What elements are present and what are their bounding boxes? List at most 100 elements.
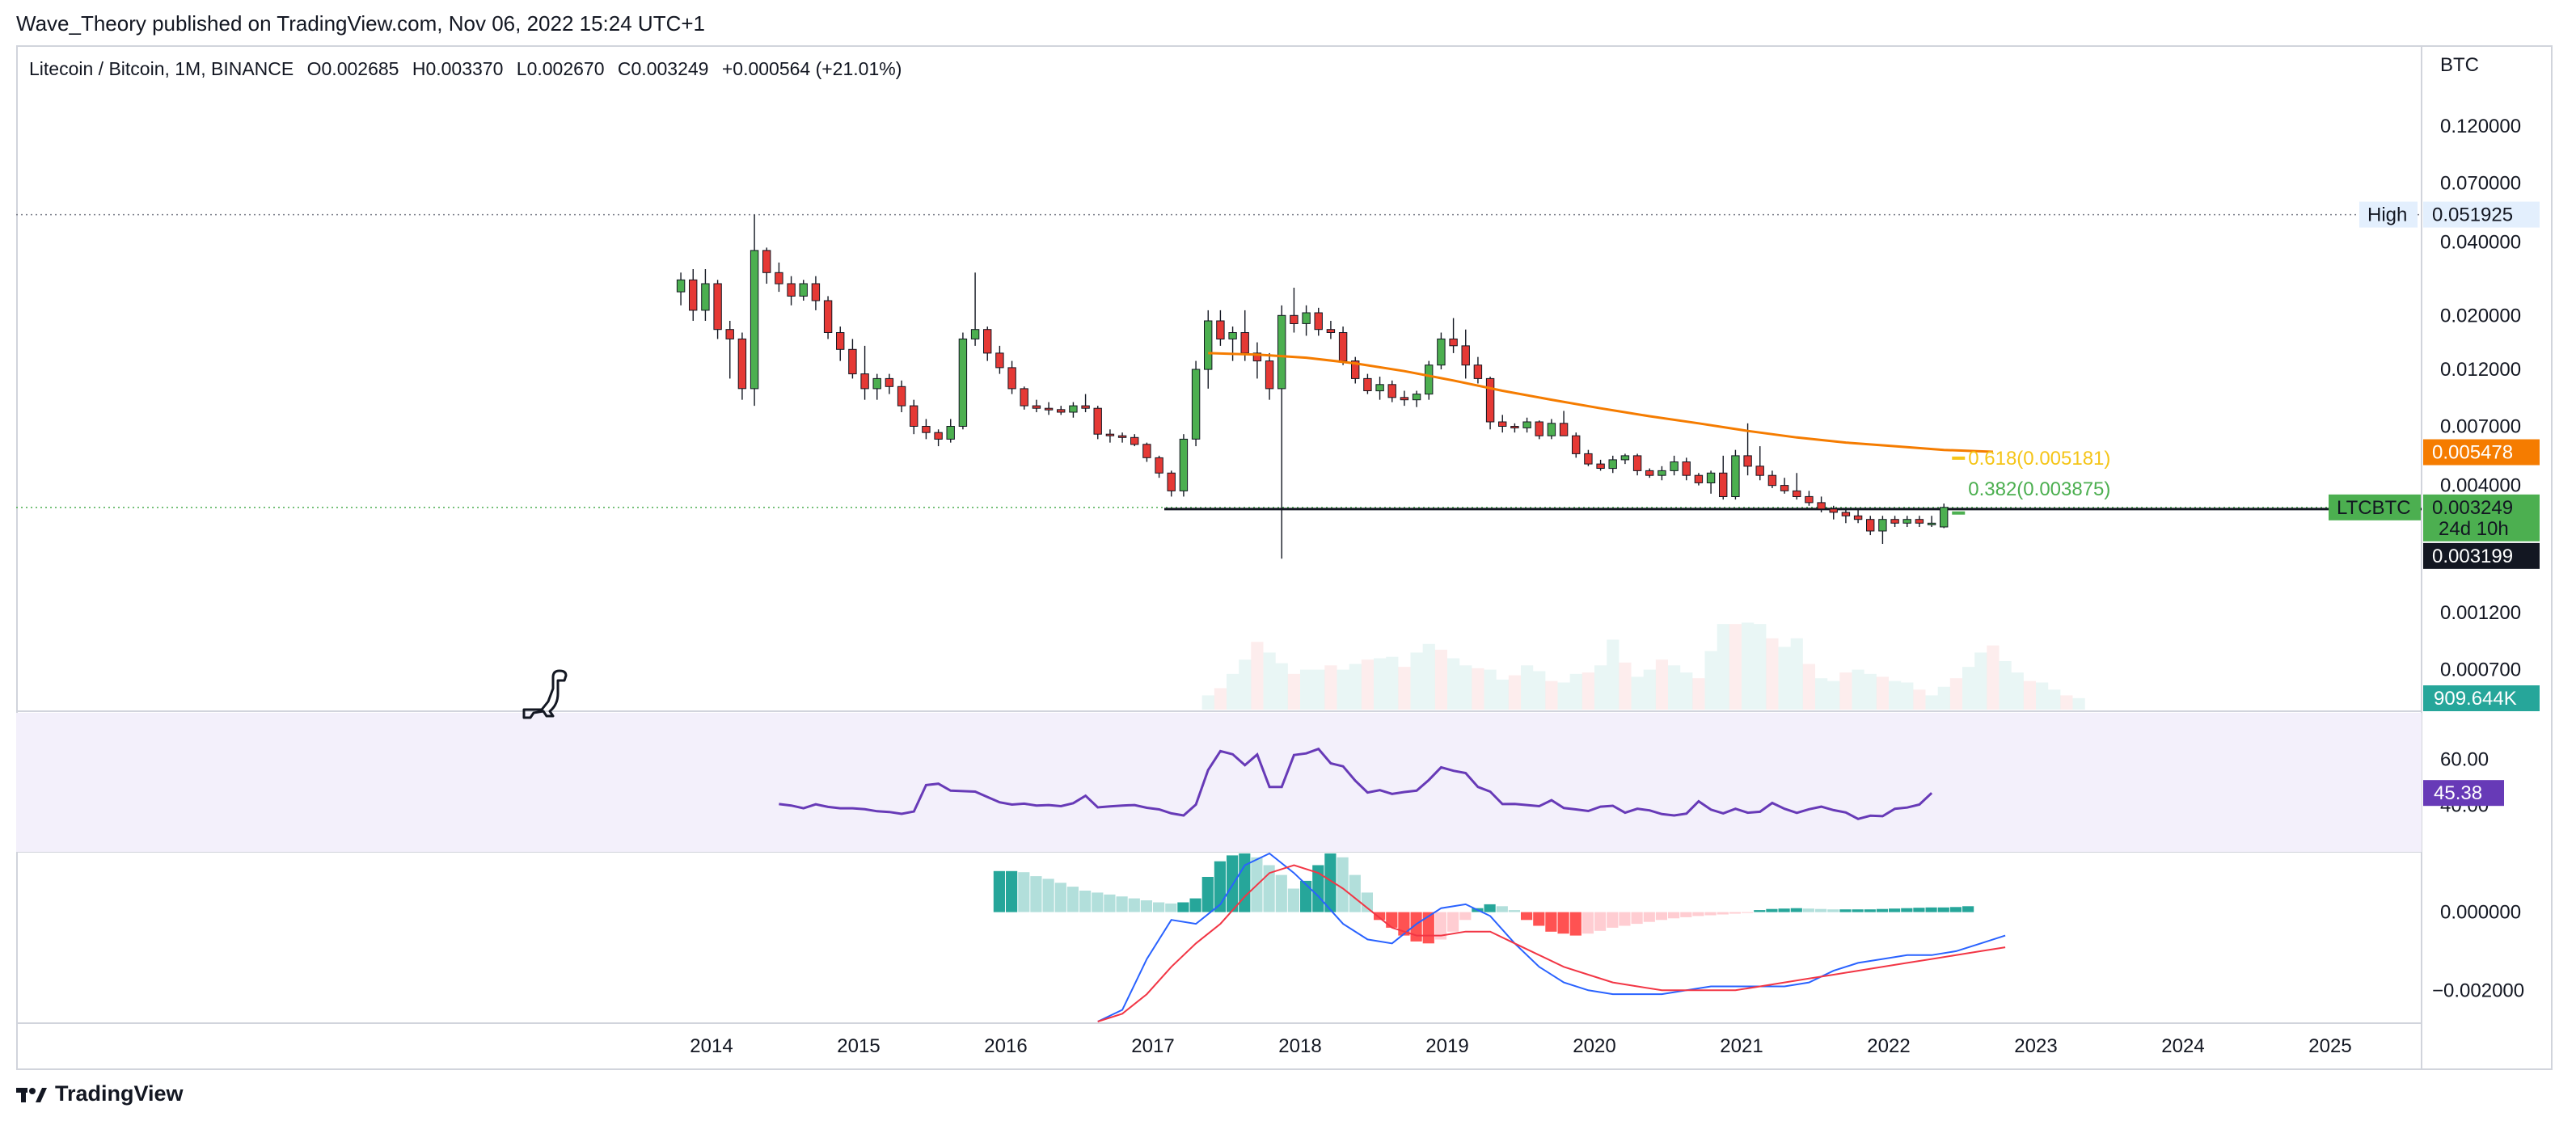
rsi-band [16, 713, 2422, 852]
currency-label: BTC [2440, 54, 2479, 76]
macd-histogram-bar [1374, 912, 1386, 921]
candle-body [983, 329, 992, 354]
candle-body [1755, 466, 1764, 476]
candle-body [1547, 423, 1556, 436]
volume-bar [1778, 647, 1791, 710]
macd-histogram-bar [1177, 902, 1189, 912]
candle-body [1632, 455, 1642, 471]
candle-body [1057, 409, 1066, 413]
macd-histogram-bar [1729, 912, 1741, 914]
rsi-tick-label: 60.00 [2440, 748, 2489, 770]
macd-histogram-bar [1864, 909, 1876, 912]
volume-bar [1704, 651, 1717, 710]
candle-body [762, 250, 771, 273]
volume-bar [1398, 667, 1411, 710]
macd-histogram-bar [1386, 912, 1398, 928]
candle-body [848, 348, 857, 375]
macd-histogram-bar [1459, 912, 1472, 921]
candle-body [1252, 352, 1262, 362]
volume-bar [1484, 669, 1497, 710]
macd-histogram-bar [1790, 908, 1802, 912]
candle-body [676, 279, 686, 293]
volume-bar [1949, 678, 1962, 710]
macd-layer [993, 852, 2006, 1022]
macd-histogram-bar [1631, 912, 1643, 925]
macd-histogram-bar [1337, 857, 1349, 912]
volume-bar [1447, 658, 1460, 710]
candle-body [1425, 364, 1434, 395]
legend-close: C0.003249 [617, 58, 709, 79]
macd-histogram-bar [1361, 892, 1373, 912]
reference-lines [16, 213, 2422, 511]
candle-body [1584, 453, 1593, 465]
macd-histogram-bar [1766, 908, 1778, 912]
volume-bar [1287, 673, 1300, 710]
macd-histogram-bar [1521, 912, 1533, 921]
macd-histogram-bar [1287, 888, 1299, 912]
candle-body [1608, 459, 1617, 470]
candle-body [1902, 519, 1911, 524]
candle-body [1326, 329, 1336, 334]
price-tick-label: 0.007000 [2440, 416, 2521, 438]
candle-body [1890, 519, 1899, 524]
macd-histogram-bar [1079, 891, 1092, 912]
candle-body [713, 283, 722, 331]
volume-bar [1901, 682, 1914, 710]
candle-body [1216, 320, 1225, 339]
macd-histogram-bar [1484, 904, 1496, 912]
macd-histogram-bar [1398, 912, 1410, 936]
macd-histogram-bar [1054, 883, 1066, 912]
macd-histogram-bar [1165, 903, 1177, 912]
macd-histogram-bar [1557, 912, 1569, 934]
footer-brand: TradingView [55, 1081, 184, 1106]
candle-body [958, 338, 968, 427]
candle-body [1596, 463, 1605, 469]
volume-bar [1581, 672, 1594, 710]
macd-histogram-bar [1925, 907, 1937, 912]
legend-symbol[interactable]: Litecoin / Bitcoin, 1M, BINANCE [29, 58, 294, 79]
candle-body [1767, 474, 1777, 487]
volume-bar [1937, 686, 1950, 710]
volume-bar [1361, 659, 1374, 710]
candle-body [1620, 455, 1630, 461]
dinosaur-icon[interactable] [522, 669, 568, 719]
macd-histogram-bar [1116, 896, 1128, 912]
tradingview-logo[interactable]: TradingView [16, 1081, 184, 1106]
macd-histogram-bar [1030, 876, 1042, 912]
axes-layer: BTC 0.120000 0.070000 0.040000 0.020000 0.012… [690, 54, 2540, 1057]
rsi-layer [779, 747, 1933, 820]
candle-body [1694, 474, 1704, 483]
volume-bar [1508, 675, 1521, 710]
macd-histogram-bar [1778, 908, 1790, 912]
candle-body [1363, 377, 1372, 391]
macd-histogram-bar [1508, 910, 1520, 912]
time-tick-label: 2021 [1720, 1035, 1763, 1057]
macd-histogram-bar [1815, 908, 1827, 912]
high-tag-bg [2359, 201, 2418, 228]
support-price-bg [2423, 542, 2540, 569]
macd-histogram-bar [1092, 892, 1104, 912]
volume-bar [1545, 680, 1558, 710]
macd-histogram-bar [1104, 894, 1116, 912]
last-price-bg [2423, 494, 2540, 541]
volume-bar [1324, 665, 1337, 710]
macd-histogram-bar [1607, 912, 1619, 928]
volume-bar [1668, 665, 1681, 710]
volume-bar [1655, 659, 1668, 710]
candle-body [1290, 314, 1299, 324]
high-value-bg [2423, 201, 2540, 228]
volume-value-bg [2423, 685, 2540, 711]
volume-bar [1754, 624, 1767, 710]
legend-open: O0.002685 [306, 58, 399, 79]
tradingview-logo-icon [16, 1087, 47, 1102]
candle-body [1572, 435, 1581, 454]
chart-frame [16, 45, 2553, 1070]
candle-body [1522, 421, 1531, 428]
macd-histogram-bar [993, 870, 1005, 912]
volume-bar [1692, 678, 1705, 710]
time-tick-label: 2025 [2308, 1035, 2351, 1057]
candle-body [836, 332, 845, 350]
macd-histogram-bar [1066, 887, 1079, 912]
volume-bar [1987, 645, 2000, 710]
